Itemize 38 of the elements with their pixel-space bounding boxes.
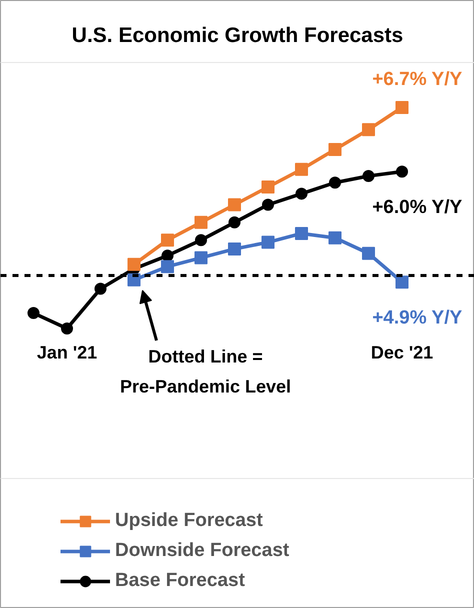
annotation: +4.9% Y/Y bbox=[372, 308, 462, 329]
point bbox=[396, 101, 408, 114]
chart-title: U.S. Economic Growth Forecasts bbox=[72, 24, 404, 47]
point bbox=[328, 142, 342, 156]
x-tick-label: Jan '21 bbox=[36, 342, 98, 362]
text: Dotted Line = Pre-Pandemic Level bbox=[120, 346, 292, 396]
point bbox=[61, 322, 73, 334]
point bbox=[328, 231, 342, 244]
point bbox=[362, 123, 375, 136]
point bbox=[262, 180, 274, 194]
point bbox=[262, 236, 274, 249]
point bbox=[228, 216, 240, 228]
point bbox=[296, 188, 308, 200]
point bbox=[94, 282, 106, 295]
point bbox=[295, 226, 308, 240]
point bbox=[194, 251, 208, 264]
legend-label: Downside Forecast bbox=[115, 540, 290, 562]
legend-label: Base Forecast bbox=[115, 570, 245, 592]
point bbox=[329, 176, 341, 189]
x-tick-label: Dec '21 bbox=[370, 342, 434, 362]
point bbox=[362, 246, 375, 260]
point bbox=[28, 307, 40, 320]
point bbox=[396, 166, 408, 178]
point bbox=[128, 258, 140, 271]
annotation: +6.0% Y/Y bbox=[372, 197, 462, 218]
point bbox=[161, 234, 174, 247]
text: +6.7% Y/Y bbox=[372, 69, 462, 90]
point bbox=[195, 234, 207, 246]
point bbox=[162, 250, 174, 262]
point bbox=[362, 170, 374, 182]
point bbox=[194, 216, 208, 229]
point bbox=[161, 260, 174, 274]
point bbox=[262, 198, 274, 211]
point bbox=[228, 242, 241, 256]
point bbox=[295, 162, 308, 176]
legend-label: Upside Forecast bbox=[115, 510, 263, 532]
point bbox=[228, 198, 241, 212]
point bbox=[396, 276, 408, 289]
